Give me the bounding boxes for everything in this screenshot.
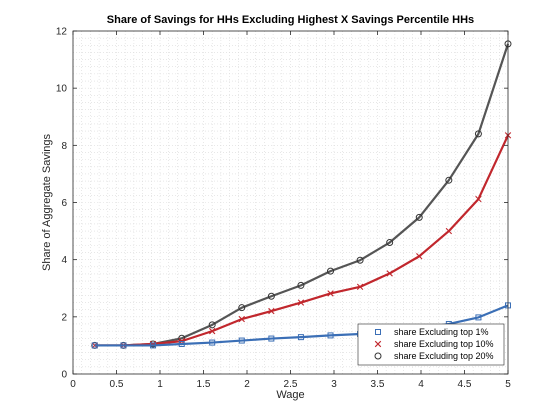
- x-tick-label: 0.5: [110, 379, 124, 390]
- x-tick-label: 5: [505, 379, 511, 390]
- axis-ticks: 0 0.5 1 1.5 2 2.5 3 3.5 4 4.5 5 0 2 4 6 8 10 12: [56, 27, 511, 391]
- legend-marker: [374, 352, 382, 360]
- x-axis-label: Wage: [276, 389, 304, 401]
- legend-box: [357, 323, 505, 366]
- y-tick-label: 12: [56, 27, 68, 38]
- y-axis-label: Share of Aggregate Savings: [41, 134, 53, 271]
- legend: share Excluding top 1% share Excluding to…: [357, 323, 505, 366]
- y-tick-label: 4: [61, 255, 67, 266]
- data-point: [268, 307, 275, 315]
- y-tick-label: 2: [61, 312, 67, 323]
- y-tick-label: 8: [61, 141, 67, 152]
- data-point: [178, 340, 185, 347]
- data-point: [415, 213, 423, 221]
- y-tick-label: 10: [56, 84, 68, 95]
- data-point: [209, 339, 216, 346]
- x-tick-label: 0: [70, 379, 76, 390]
- data-point: [238, 304, 246, 312]
- y-tick-label: 6: [61, 198, 67, 209]
- data-point: [327, 332, 334, 339]
- data-point: [208, 321, 216, 329]
- x-tick-label: 4.5: [458, 379, 472, 390]
- data-point: [327, 267, 335, 275]
- data-point: [445, 176, 453, 184]
- data-point: [475, 314, 482, 321]
- legend-marker: [375, 329, 381, 335]
- x-tick-label: 1.5: [197, 379, 211, 390]
- data-point: [445, 227, 453, 235]
- data-point: [238, 337, 245, 344]
- legend-label: share Excluding top 1%: [394, 327, 489, 337]
- data-point: [474, 130, 482, 138]
- data-point: [267, 292, 275, 300]
- data-point: [268, 335, 275, 342]
- x-tick-label: 1: [157, 379, 163, 390]
- data-point: [356, 283, 364, 291]
- data-point: [386, 239, 394, 247]
- legend-label: share Excluding top 20%: [394, 351, 494, 361]
- x-tick-label: 3.5: [371, 379, 385, 390]
- data-point: [297, 299, 305, 306]
- series-2: [91, 132, 512, 349]
- x-tick-label: 2: [244, 379, 250, 390]
- data-point: [238, 315, 245, 323]
- grid: [73, 31, 508, 374]
- data-point: [150, 342, 157, 349]
- data-point: [297, 281, 305, 289]
- data-point: [327, 290, 334, 297]
- data-point: [475, 195, 482, 203]
- data-point: [209, 327, 216, 335]
- x-tick-label: 3: [331, 379, 337, 390]
- y-tick-label: 0: [61, 370, 67, 381]
- data-point: [386, 270, 393, 277]
- x-tick-label: 4: [418, 379, 424, 390]
- data-point: [416, 253, 423, 260]
- data-point: [356, 256, 364, 264]
- legend-label: share Excluding top 10%: [394, 339, 494, 349]
- chart-title: Share of Savings for HHs Excluding Highe…: [107, 14, 474, 26]
- data-point: [120, 342, 127, 349]
- data-point: [297, 334, 304, 341]
- x-tick-label: 2.5: [284, 379, 298, 390]
- legend-marker: [374, 340, 382, 348]
- data-point: [91, 342, 98, 349]
